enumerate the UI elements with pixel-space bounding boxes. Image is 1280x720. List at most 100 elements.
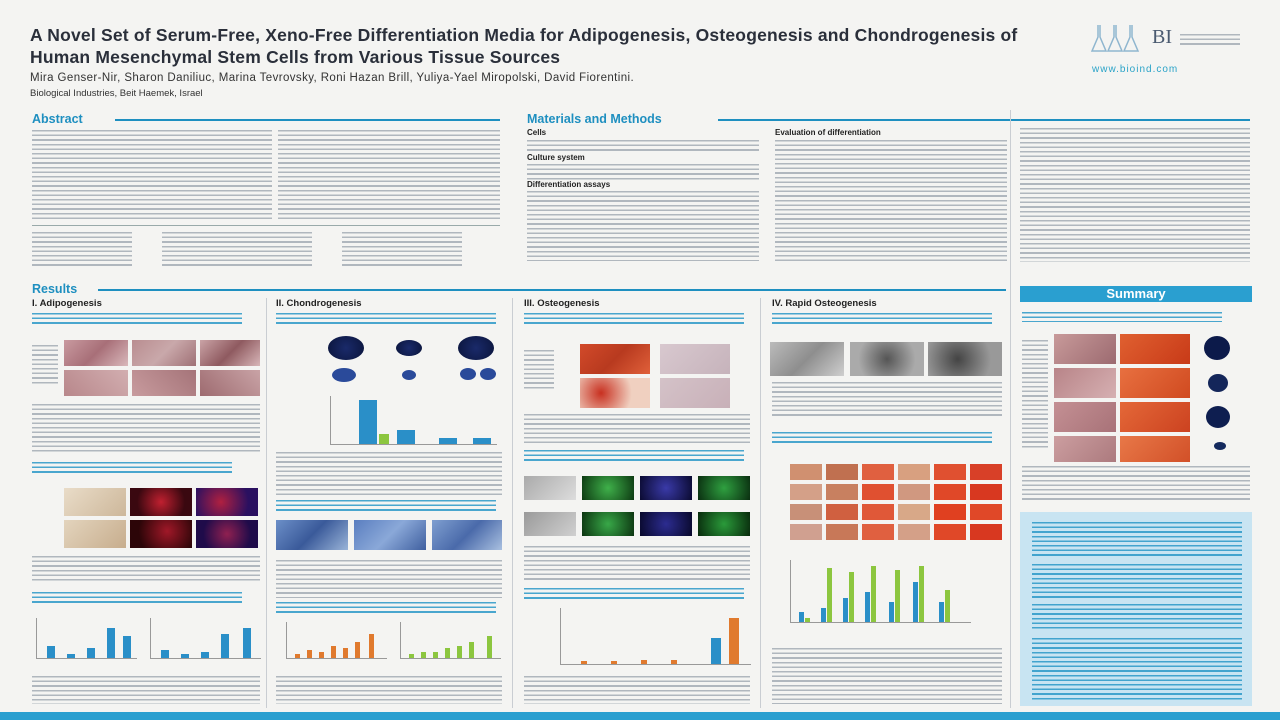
chondro-image-1	[276, 520, 348, 550]
adipo-text-1	[32, 404, 260, 454]
summary-text-1	[1022, 466, 1250, 502]
materials-rule	[718, 119, 1250, 121]
chondro-image-2	[354, 520, 426, 550]
summary-adipo-1	[1054, 334, 1116, 364]
poster-affiliation: Biological Industries, Beit Haemek, Isra…	[30, 88, 203, 99]
osteo-fluor-2	[582, 476, 634, 500]
adipo-image-5	[132, 370, 196, 396]
adipo-image-4	[64, 370, 128, 396]
adipo-image-1	[64, 340, 128, 366]
rapid-alizarin-grid	[790, 464, 1002, 540]
summary-osteo-4	[1120, 436, 1190, 462]
summary-osteo-1	[1120, 334, 1190, 364]
osteo-fluor-1	[524, 476, 576, 500]
materials-sub-cells: Cells	[527, 128, 547, 137]
rapid-text-1	[772, 382, 1002, 418]
summary-chondro-4	[1214, 442, 1226, 450]
logo-url: www.bioind.com	[1092, 64, 1179, 75]
adipo-oil-image-6	[196, 520, 258, 548]
summary-chondro-3	[1206, 406, 1230, 428]
summary-chondro-2	[1208, 374, 1228, 392]
adipo-oil-image-4	[64, 520, 126, 548]
rapid-osteogenesis-heading: IV. Rapid Osteogenesis	[772, 298, 877, 309]
results-rule	[98, 289, 1006, 291]
materials-text-cells	[527, 140, 759, 154]
materials-text-assays	[527, 191, 759, 261]
chondro-fig3-caption	[276, 602, 496, 614]
adipo-fig1-caption	[32, 313, 242, 325]
materials-text-culture	[527, 164, 759, 180]
osteogenesis-heading: III. Osteogenesis	[524, 298, 600, 309]
company-logo: BI www.bioind.com	[1090, 20, 1260, 80]
summary-osteo-3	[1120, 402, 1190, 432]
summary-adipo-4	[1054, 436, 1116, 462]
summary-heading: Summary	[1020, 286, 1252, 302]
rapid-chart	[790, 560, 971, 623]
adipo-image-6	[200, 370, 260, 396]
footer-bar	[0, 712, 1280, 720]
chondrogenesis-heading: II. Chondrogenesis	[276, 298, 362, 309]
materials-text-evaluation	[775, 140, 1007, 262]
logo-text: BI	[1152, 26, 1172, 48]
chondro-pellet-7	[480, 368, 496, 380]
osteo-alizarin-3	[580, 378, 650, 408]
adipogenesis-heading: I. Adipogenesis	[32, 298, 102, 309]
osteo-fig2-caption	[524, 450, 744, 462]
adipo-image-2	[132, 340, 196, 366]
logo-subtext	[1180, 34, 1240, 48]
osteo-alizarin-2	[660, 344, 730, 374]
materials-sub-evaluation: Evaluation of differentiation	[775, 128, 881, 137]
materials-sub-culture: Culture system	[527, 153, 585, 162]
chondro-gene-chart-1	[286, 622, 387, 659]
chondro-text-3	[276, 676, 502, 704]
abstract-text-right	[278, 130, 500, 222]
adipo-chart-1	[36, 618, 137, 659]
osteo-chart	[560, 608, 751, 665]
osteo-fluor-6	[582, 512, 634, 536]
adipo-text-3	[32, 676, 260, 704]
summary-osteo-2	[1120, 368, 1190, 398]
chondro-chart	[330, 396, 497, 445]
rapid-fig2-caption	[772, 432, 992, 444]
adipo-oil-image-2	[130, 488, 192, 516]
osteo-text-3	[524, 676, 750, 704]
osteo-fluor-4	[698, 476, 750, 500]
flask-icon	[1090, 25, 1140, 52]
chondro-image-3	[432, 520, 502, 550]
summary-adipo-2	[1054, 368, 1116, 398]
chondro-text-1	[276, 452, 502, 498]
summary-fig-caption	[1022, 312, 1222, 322]
chondro-pellet-4	[332, 368, 356, 382]
summary-box	[1020, 512, 1252, 706]
chondro-pellet-2	[396, 340, 422, 356]
materials-heading: Materials and Methods	[527, 112, 662, 126]
adipo-fig2-caption	[32, 462, 232, 474]
abstract-text-left	[32, 130, 272, 222]
chondro-pellet-3	[458, 336, 494, 360]
abbreviations-table	[32, 225, 500, 268]
osteo-fluor-7	[640, 512, 692, 536]
chondro-pellet-5	[402, 370, 416, 380]
osteo-alizarin-1	[580, 344, 650, 374]
rapid-fig1-caption	[772, 313, 992, 325]
adipo-oil-image-3	[196, 488, 258, 516]
poster-authors: Mira Genser-Nir, Sharon Daniliuc, Marina…	[30, 72, 635, 84]
summary-adipo-3	[1054, 402, 1116, 432]
osteo-fig3-caption	[524, 588, 744, 600]
rapid-image-3	[928, 342, 1002, 376]
materials-sub-assays: Differentiation assays	[527, 180, 611, 189]
adipo-image-3	[200, 340, 260, 366]
chondro-fig2-caption	[276, 500, 496, 512]
osteo-fluor-3	[640, 476, 692, 500]
chondro-text-2	[276, 560, 502, 598]
materials-text-right	[1020, 128, 1250, 262]
adipo-fig3-caption	[32, 592, 242, 604]
rapid-text-2	[772, 648, 1002, 704]
adipo-oil-image-5	[130, 520, 192, 548]
adipo-chart-2	[150, 618, 261, 659]
summary-chondro-1	[1204, 336, 1230, 360]
osteo-fluor-5	[524, 512, 576, 536]
adipo-oil-image-1	[64, 488, 126, 516]
adipo-text-2	[32, 556, 260, 582]
osteo-text-1	[524, 414, 750, 444]
